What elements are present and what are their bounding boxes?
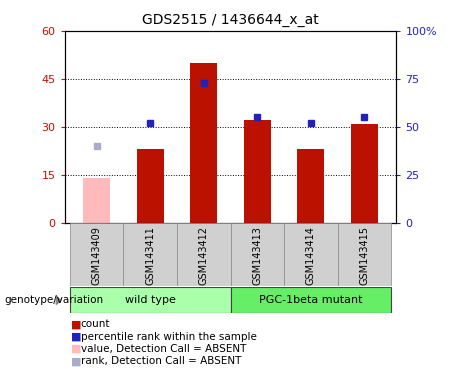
Bar (70, 287, 230, 313)
Text: ■: ■ (71, 356, 82, 366)
Text: GSM143409: GSM143409 (92, 226, 102, 285)
Bar (297, 149, 324, 223)
Text: rank, Detection Call = ABSENT: rank, Detection Call = ABSENT (81, 356, 241, 366)
Text: GSM143415: GSM143415 (359, 226, 369, 285)
Bar (337, 223, 391, 286)
Text: GSM143411: GSM143411 (145, 226, 155, 285)
Text: ■: ■ (71, 344, 82, 354)
Text: ■: ■ (71, 319, 82, 329)
Bar (284, 223, 337, 286)
Text: genotype/variation: genotype/variation (5, 295, 104, 305)
Polygon shape (56, 296, 61, 305)
Bar (230, 287, 391, 313)
Bar (230, 223, 284, 286)
Text: GDS2515 / 1436644_x_at: GDS2515 / 1436644_x_at (142, 13, 319, 27)
Bar (137, 149, 164, 223)
Text: percentile rank within the sample: percentile rank within the sample (81, 332, 257, 342)
Bar (70, 223, 124, 286)
Bar (351, 124, 378, 223)
Text: count: count (81, 319, 110, 329)
Text: value, Detection Call = ABSENT: value, Detection Call = ABSENT (81, 344, 246, 354)
Text: ■: ■ (71, 332, 82, 342)
Bar (244, 120, 271, 223)
Text: wild type: wild type (125, 295, 176, 305)
Text: GSM143414: GSM143414 (306, 226, 316, 285)
Text: PGC-1beta mutant: PGC-1beta mutant (259, 295, 362, 305)
Bar (190, 63, 217, 223)
Bar (124, 223, 177, 286)
Bar (83, 178, 110, 223)
Text: GSM143412: GSM143412 (199, 226, 209, 285)
Text: GSM143413: GSM143413 (252, 226, 262, 285)
Bar (177, 223, 230, 286)
